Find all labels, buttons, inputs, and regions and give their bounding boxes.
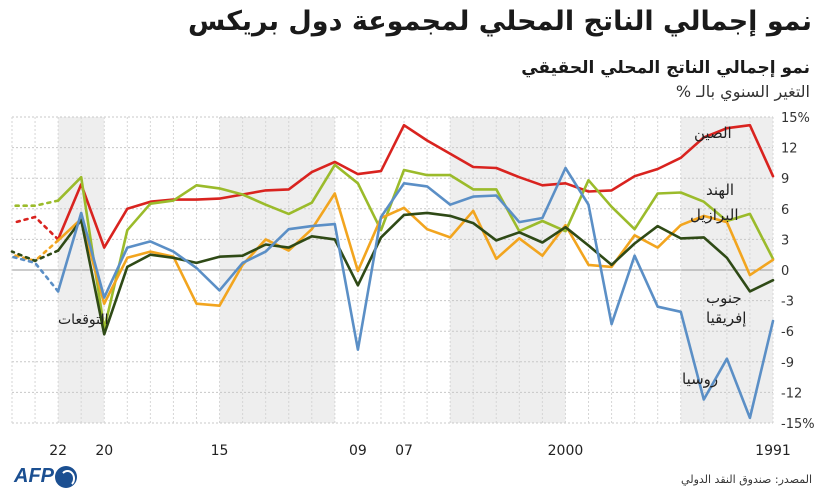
x-tick-label: 20 [95,443,113,459]
series-label: جنوب [706,289,742,307]
series-forecast-line [10,255,60,293]
y-tick-label: 9 [781,172,789,187]
y-tick-label: 6 [781,203,789,218]
y-tick-label: -9 [781,356,794,371]
series-label: البرازيل [690,206,739,224]
y-tick-label: 3 [781,233,789,248]
chart-subtitle: نمو إجمالي الناتج المحلي الحقيقي [521,58,810,78]
series-forecast-line [10,249,60,263]
x-tick-label: 2000 [548,443,584,459]
series-line [56,166,775,420]
x-tick-label: 07 [395,443,413,459]
source-note: المصدر: صندوق النقد الدولي [681,473,812,486]
y-tick-label: 0 [781,264,789,279]
series-line [56,163,775,331]
series-forecast-line [10,215,60,241]
logo-text: AFP [14,465,54,487]
y-tick-label: -15% [781,417,815,432]
y-tick-label: 12 [781,142,798,157]
forecast-label: التوقعات [58,312,109,328]
series-label: الصين [694,124,732,142]
series-label: الهند [706,181,734,199]
series-line [56,192,775,308]
y-tick-label: -6 [781,325,794,340]
y-axis-label: التغير السنوي بالـ % [675,82,810,101]
x-tick-label: 15 [211,443,229,459]
y-tick-label: -3 [781,295,794,310]
afp-logo: AFP [14,465,77,488]
series-line [56,211,775,336]
series-label: إفريقيا [706,309,746,327]
x-tick-label: 1991 [755,443,791,459]
page-title: نمو إجمالي الناتج المحلي لمجموعة دول بري… [188,6,812,37]
x-tick-label: 22 [49,443,67,459]
y-tick-label: -12 [781,386,802,401]
afp-logo-mark-icon [55,465,77,488]
x-tick-label: 09 [349,443,367,459]
series-label: روسيا [682,370,718,388]
y-tick-label: 15% [781,111,810,126]
series-forecast-line [10,199,60,207]
